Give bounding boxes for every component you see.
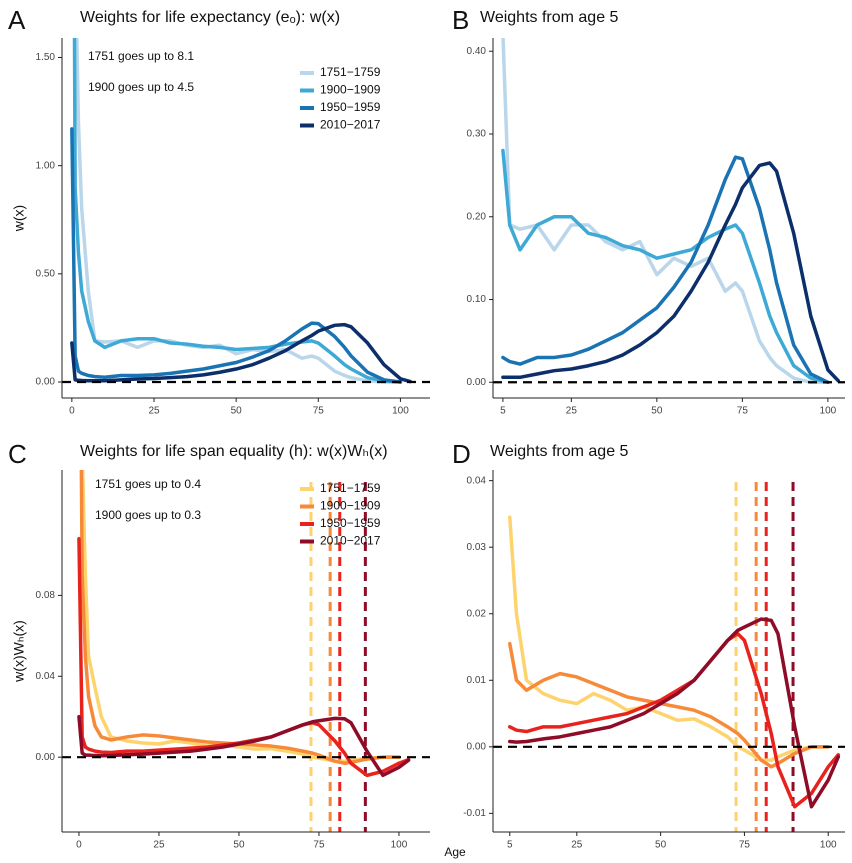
series-line bbox=[501, 148, 830, 385]
panel-title: Weights for life span equality (h): w(x)… bbox=[80, 443, 388, 460]
legend-label: 1900−1909 bbox=[320, 499, 381, 513]
plot-area bbox=[62, 38, 430, 384]
series-line bbox=[501, 161, 840, 383]
legend-key bbox=[300, 106, 314, 110]
legend-key bbox=[300, 504, 314, 509]
y-tick-label: 0.04 bbox=[467, 475, 487, 486]
annotation: 1900 goes up to 4.5 bbox=[88, 80, 194, 94]
legend-label: 2010−2017 bbox=[320, 118, 381, 132]
y-tick-label: 0.00 bbox=[36, 377, 56, 388]
y-tick-label: 0.00 bbox=[36, 752, 56, 763]
panel: B Weights from age 5 0.00 0.10 0.20 0.30 0.40 5… bbox=[452, 5, 845, 417]
legend-label: 1751−1759 bbox=[320, 65, 381, 79]
series-line bbox=[70, 127, 403, 384]
x-tick-label: 0 bbox=[76, 840, 82, 851]
legend-key bbox=[300, 487, 314, 491]
y-tick-label: 0.30 bbox=[467, 129, 487, 140]
plot-area bbox=[493, 38, 845, 385]
series-line bbox=[501, 155, 830, 385]
x-tick-label: 25 bbox=[566, 406, 578, 417]
y-axis-label: w(x)Wₕ(x) bbox=[11, 620, 27, 683]
x-tick-label: 100 bbox=[820, 406, 837, 417]
legend-key bbox=[300, 88, 314, 93]
panel-letter: A bbox=[8, 5, 26, 35]
x-tick-label: 50 bbox=[231, 406, 243, 417]
annotation: 1751 goes up to 8.1 bbox=[88, 49, 194, 63]
y-tick-label: 0.01 bbox=[467, 675, 487, 686]
y-tick-label: 0.40 bbox=[467, 46, 487, 57]
legend-label: 2010−2017 bbox=[320, 534, 381, 548]
x-tick-label: 50 bbox=[233, 840, 245, 851]
x-tick-label: 0 bbox=[69, 406, 75, 417]
y-tick-label: 0.10 bbox=[467, 294, 487, 305]
y-tick-label: 0.50 bbox=[36, 268, 56, 279]
y-tick-label: -0.01 bbox=[463, 808, 486, 819]
series-line bbox=[75, 38, 403, 384]
y-tick-label: 0.03 bbox=[467, 542, 487, 553]
series-line bbox=[70, 322, 413, 384]
panel-letter: B bbox=[452, 5, 469, 35]
y-tick-label: 0.02 bbox=[467, 608, 487, 619]
x-tick-label: 75 bbox=[313, 406, 325, 417]
plot-area bbox=[493, 482, 845, 832]
y-tick-label: 0.04 bbox=[36, 671, 56, 682]
x-tick-label: 100 bbox=[820, 840, 837, 851]
annotation: 1900 goes up to 0.3 bbox=[95, 508, 201, 522]
y-tick-label: 0.20 bbox=[467, 211, 487, 222]
panel-letter: C bbox=[8, 439, 27, 469]
x-axis-label: Age bbox=[444, 845, 466, 859]
legend-label: 1900−1909 bbox=[320, 83, 381, 97]
panel: A Weights for life expectancy (eₒ): w(x) 0… bbox=[8, 5, 430, 417]
x-tick-label: 5 bbox=[500, 406, 506, 417]
x-tick-label: 100 bbox=[392, 406, 409, 417]
x-tick-label: 75 bbox=[313, 840, 325, 851]
y-tick-label: 1.00 bbox=[36, 160, 56, 171]
x-tick-label: 50 bbox=[651, 406, 663, 417]
legend-key bbox=[300, 123, 314, 128]
x-tick-label: 75 bbox=[737, 406, 749, 417]
series-line bbox=[501, 38, 830, 385]
legend-key bbox=[300, 522, 314, 526]
legend-key bbox=[300, 71, 314, 75]
legend-label: 1950−1959 bbox=[320, 100, 381, 114]
annotation: 1751 goes up to 0.4 bbox=[95, 477, 201, 491]
series-line bbox=[508, 515, 830, 762]
series-line bbox=[508, 641, 830, 769]
plot-area bbox=[62, 470, 430, 832]
x-tick-label: 25 bbox=[153, 840, 165, 851]
legend-key bbox=[300, 539, 314, 544]
panel-title: Weights for life expectancy (eₒ): w(x) bbox=[80, 9, 340, 26]
y-tick-label: 1.50 bbox=[36, 52, 56, 63]
y-axis-label: w(x) bbox=[11, 205, 27, 232]
y-tick-label: 0.08 bbox=[36, 590, 56, 601]
x-tick-label: 100 bbox=[391, 840, 408, 851]
series-line bbox=[79, 470, 401, 765]
y-tick-label: 0.00 bbox=[467, 741, 487, 752]
series-line bbox=[77, 714, 411, 778]
panel: D Weights from age 5 -0.01 0.00 0.01 0.02 0.03… bbox=[452, 439, 845, 851]
legend-label: 1950−1959 bbox=[320, 516, 381, 530]
panel: C Weights for life span equality (h): w(x… bbox=[8, 439, 466, 859]
panel-letter: D bbox=[452, 439, 471, 469]
x-tick-label: 25 bbox=[148, 406, 160, 417]
x-tick-label: 50 bbox=[655, 840, 667, 851]
x-tick-label: 5 bbox=[507, 840, 513, 851]
legend-label: 1751−1759 bbox=[320, 481, 381, 495]
y-tick-label: 0.00 bbox=[467, 377, 487, 388]
x-tick-label: 75 bbox=[739, 840, 751, 851]
panel-title: Weights from age 5 bbox=[490, 443, 629, 460]
x-tick-label: 25 bbox=[571, 840, 583, 851]
series-line bbox=[72, 38, 403, 384]
panel-title: Weights from age 5 bbox=[480, 9, 619, 26]
series-line bbox=[508, 617, 841, 809]
